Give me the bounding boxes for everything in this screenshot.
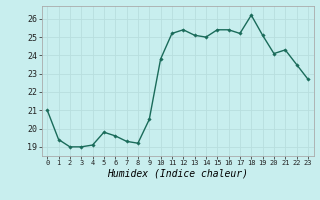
X-axis label: Humidex (Indice chaleur): Humidex (Indice chaleur) [107,169,248,179]
